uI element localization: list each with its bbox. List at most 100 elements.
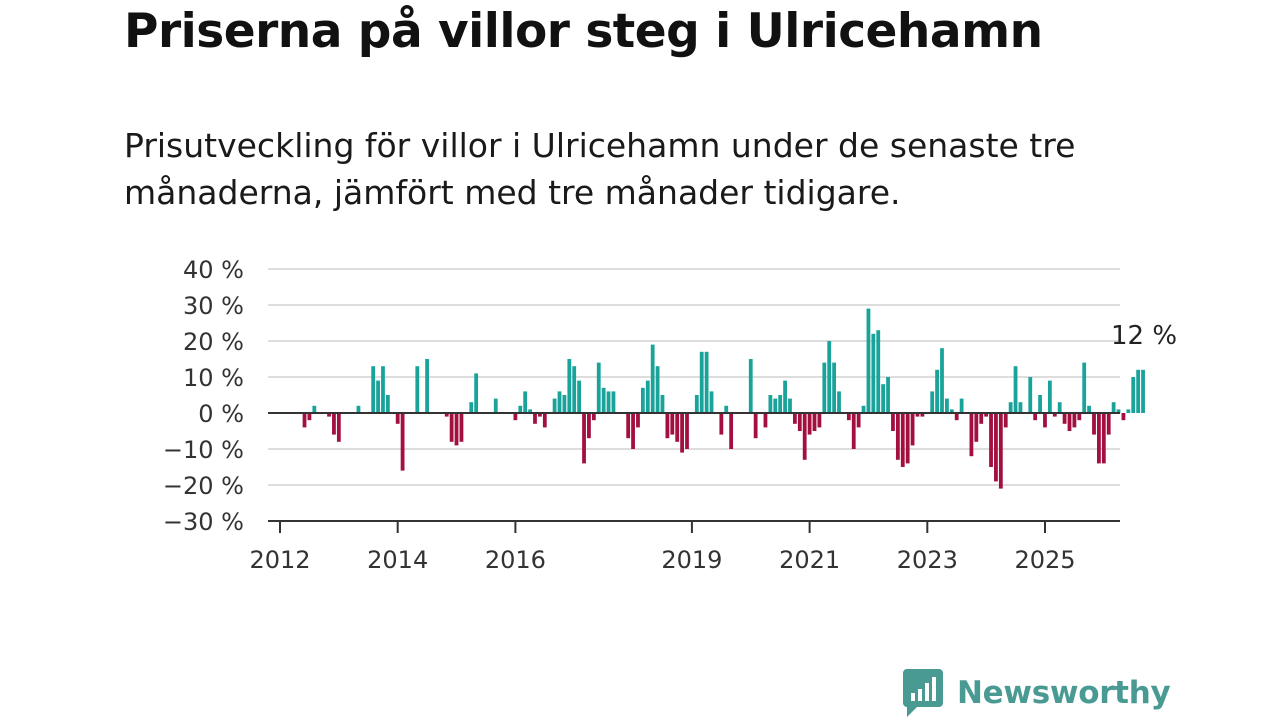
bar (954, 413, 959, 421)
bar (1062, 413, 1067, 424)
brand-logo: Newsworthy (903, 669, 1171, 717)
bar (395, 413, 400, 424)
bar (719, 413, 724, 435)
bar (302, 413, 307, 428)
bar (660, 395, 665, 413)
bar (1131, 377, 1136, 413)
bar (312, 405, 317, 413)
bar (454, 413, 459, 446)
bar (675, 413, 680, 442)
bar (871, 333, 876, 413)
y-tick-label: 40 % (183, 256, 244, 284)
bar (1126, 409, 1131, 413)
bar (601, 387, 606, 413)
y-tick-label: 10 % (183, 364, 244, 392)
y-tick-label: −10 % (163, 436, 244, 464)
bar (817, 413, 822, 428)
bar (1033, 413, 1038, 421)
bar (611, 391, 616, 413)
x-tick-label: 2014 (367, 546, 428, 574)
bar (895, 413, 900, 460)
bar (930, 391, 935, 413)
bar (626, 413, 631, 439)
bar (587, 413, 591, 439)
x-tick-label: 2023 (897, 546, 958, 574)
bar (1008, 402, 1013, 413)
y-tick-label: −30 % (163, 508, 244, 536)
bar (1087, 405, 1091, 413)
bar (1111, 402, 1116, 413)
bar (989, 413, 993, 467)
bar (1018, 402, 1023, 413)
bar (650, 344, 655, 413)
bar (327, 413, 331, 417)
y-tick-label: −20 % (163, 472, 244, 500)
axis-labels: 40 % 30 % 20 % 10 % 0 % −10 % −20 % −30 %2012 20… (163, 256, 1177, 574)
bar (694, 395, 699, 413)
bar (945, 398, 949, 413)
bar (802, 413, 807, 460)
bar (783, 380, 787, 413)
bar (415, 366, 420, 413)
bar (984, 413, 989, 417)
bar (567, 359, 572, 413)
bar (1101, 413, 1106, 464)
bar (822, 362, 827, 413)
bar (704, 351, 709, 413)
bar (400, 413, 405, 471)
bar (792, 413, 797, 424)
bar (935, 369, 939, 413)
bar (910, 413, 915, 446)
bar (699, 351, 704, 413)
bar (513, 413, 518, 421)
bar (846, 413, 851, 421)
y-tick-label: 30 % (183, 292, 244, 320)
bar (469, 402, 474, 413)
bar (1057, 402, 1062, 413)
bar (940, 348, 944, 413)
bar (949, 409, 954, 413)
bar (1116, 409, 1121, 413)
bar (1047, 380, 1052, 413)
bar (969, 413, 974, 457)
bar (680, 413, 684, 453)
bar (636, 413, 640, 428)
bar (881, 384, 886, 413)
bar (788, 398, 792, 413)
x-tick-label: 2025 (1014, 546, 1075, 574)
bar (807, 413, 812, 435)
bar (591, 413, 596, 421)
bar (1077, 413, 1082, 421)
bar (533, 413, 537, 424)
bar (562, 395, 567, 413)
bar (459, 413, 464, 442)
bars (302, 308, 1145, 489)
x-tick-label: 2016 (485, 546, 546, 574)
bar (444, 413, 449, 417)
bar (670, 413, 675, 435)
bar (474, 373, 479, 413)
bar (753, 413, 758, 439)
bar-chart: 40 % 30 % 20 % 10 % 0 % −10 % −20 % −30 %2012 20… (163, 256, 1177, 574)
bar (376, 380, 380, 413)
axes (268, 412, 1120, 533)
bar (768, 395, 773, 413)
x-tick-label: 2021 (779, 546, 840, 574)
bar (974, 413, 979, 442)
bar (1003, 413, 1008, 428)
bar (1028, 377, 1033, 413)
bar (385, 395, 390, 413)
bar (905, 413, 910, 464)
bar (797, 413, 802, 431)
bar (371, 366, 376, 413)
bar (866, 308, 871, 413)
bar (537, 413, 542, 417)
x-tick-label: 2012 (249, 546, 310, 574)
bar (552, 398, 557, 413)
bar (979, 413, 984, 424)
gridlines (268, 268, 1120, 486)
bar (449, 413, 454, 442)
newsworthy-logo-icon (903, 669, 943, 717)
bar (778, 395, 783, 413)
bar (640, 387, 645, 413)
